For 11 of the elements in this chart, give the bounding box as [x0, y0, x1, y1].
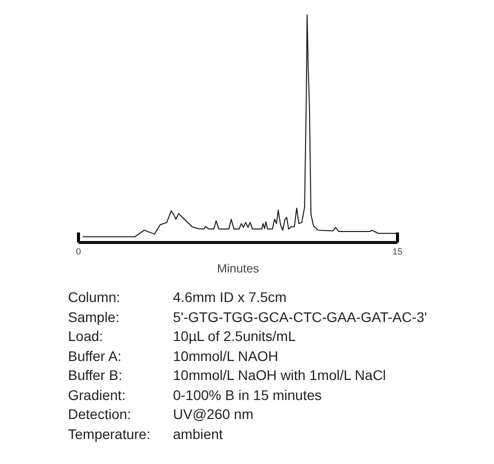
x-axis-title: Minutes [216, 262, 260, 276]
text: Load: 10µL of 2.5units/mL [68, 328, 296, 344]
text: Sample: 5'-GTG-TGG-GCA-CTC-GAA-GAT-AC-3' [68, 308, 427, 324]
text: Temperature: ambient [68, 426, 223, 442]
x-tick-label: 0 [76, 246, 82, 256]
x-tick-label: 15 [392, 246, 403, 256]
text: Detection: UV@260 nm [68, 406, 254, 422]
text: Gradient: 0-100% B in 15 minutes [68, 386, 322, 402]
text: Buffer B: 10mmol/L NaOH with 1mol/L NaCl [68, 367, 386, 383]
text: Column: 4.6mm ID x 7.5cm [68, 289, 287, 305]
text: Buffer A: 10mmol/L NAOH [68, 348, 278, 364]
